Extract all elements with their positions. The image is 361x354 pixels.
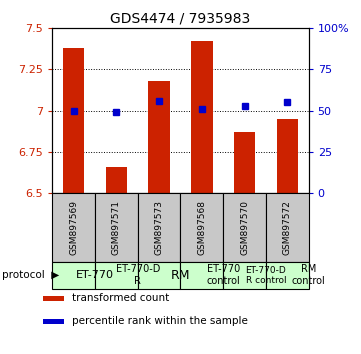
Text: GSM897573: GSM897573 [155, 200, 164, 255]
Bar [266, 193, 309, 262]
Bar [234, 132, 255, 193]
Text: percentile rank within the sample: percentile rank within the sample [72, 316, 248, 326]
Text: RM: RM [171, 269, 190, 282]
Text: ET-770-D
R control: ET-770-D R control [245, 266, 286, 285]
Text: ET-770: ET-770 [76, 270, 114, 280]
Text: GSM897571: GSM897571 [112, 200, 121, 255]
Bar [223, 262, 266, 289]
Bar [191, 41, 213, 193]
Bar [180, 193, 223, 262]
Bar [138, 193, 180, 262]
Text: GSM897568: GSM897568 [197, 200, 206, 255]
Bar [148, 81, 170, 193]
Bar [63, 48, 84, 193]
Text: transformed count: transformed count [72, 293, 170, 303]
Text: GSM897570: GSM897570 [240, 200, 249, 255]
Bar [52, 262, 95, 289]
Text: RM
control: RM control [292, 264, 326, 286]
Text: ET-770-D
R: ET-770-D R [116, 264, 160, 286]
Title: GDS4474 / 7935983: GDS4474 / 7935983 [110, 12, 251, 26]
Bar [95, 262, 138, 289]
Bar [180, 262, 223, 289]
Bar [95, 193, 138, 262]
Bar [277, 119, 298, 193]
Text: ET-770
control: ET-770 control [206, 264, 240, 286]
Text: GSM897572: GSM897572 [283, 200, 292, 255]
Bar [266, 262, 309, 289]
Text: protocol  ▶: protocol ▶ [2, 270, 59, 280]
Bar [43, 296, 64, 301]
Text: GSM897569: GSM897569 [69, 200, 78, 255]
Bar [43, 319, 64, 324]
Bar [223, 193, 266, 262]
Bar [52, 193, 95, 262]
Bar [138, 262, 180, 289]
Bar [106, 167, 127, 193]
